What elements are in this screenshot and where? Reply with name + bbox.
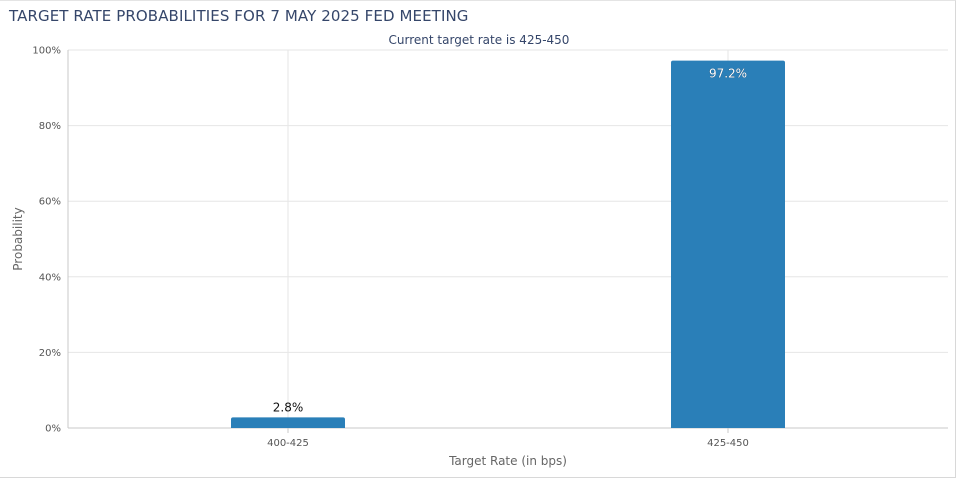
y-tick-label: 100% [32, 46, 61, 57]
y-axis-ticks: 0% 20% 40% 60% 80% 100% [32, 46, 61, 435]
x-tick-label: 425-450 [707, 438, 749, 449]
y-axis-title: Probability [11, 207, 25, 270]
grid-layer [67, 49, 948, 429]
data-label: 97.2% [709, 67, 747, 81]
y-tick-label: 80% [39, 121, 61, 132]
bar-425-450 [671, 60, 785, 429]
data-label-layer: 2.8% 97.2% [273, 66, 748, 414]
x-axis-ticks: 400-425 425-450 [267, 428, 749, 449]
bar-400-425 [231, 417, 345, 428]
data-label: 2.8% [273, 400, 304, 414]
bar-layer [231, 60, 785, 429]
x-tick-label: 400-425 [267, 438, 309, 449]
y-tick-label: 0% [45, 424, 61, 435]
y-tick-label: 40% [39, 272, 61, 283]
y-tick-label: 60% [39, 197, 61, 208]
chart-subtitle: Current target rate is 425-450 [389, 33, 570, 47]
y-tick-label: 20% [39, 348, 61, 359]
chart-title: TARGET RATE PROBABILITIES FOR 7 MAY 2025… [9, 7, 469, 25]
x-axis-title: Target Rate (in bps) [448, 454, 567, 468]
